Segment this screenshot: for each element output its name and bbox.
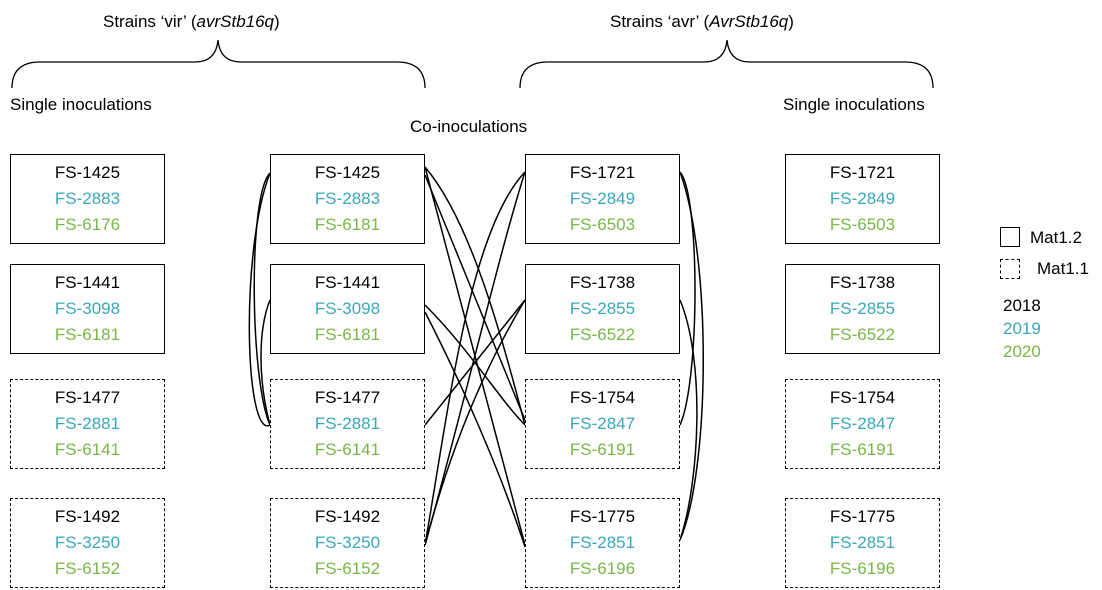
strain-2020: FS-6196 — [569, 559, 636, 578]
strain-2019: FS-2849 — [569, 189, 636, 208]
strain-box-vir-single-2: FS-1441 FS-3098 FS-6181 — [10, 264, 165, 354]
legend-year-2020: 2020 — [1003, 342, 1041, 361]
strain-box-vir-co-4: FS-1492 FS-3250 FS-6152 — [270, 498, 425, 588]
link-1721-1754 — [679, 171, 696, 426]
link-1721-1775 — [679, 171, 704, 541]
strain-box-avr-single-3: FS-1754 FS-2847 FS-6191 — [785, 379, 940, 469]
strain-2020: FS-6141 — [314, 440, 381, 459]
legend-mat12-label: Mat1.2 — [1030, 228, 1082, 247]
strain-2020: FS-6152 — [54, 559, 121, 578]
link-1738-1775 — [679, 299, 698, 541]
avr-brace — [519, 39, 934, 89]
avr-header-gene: AvrStb16q — [709, 12, 789, 31]
strain-2018: FS-1721 — [569, 163, 636, 182]
strain-2019: FS-2851 — [829, 533, 896, 552]
strain-2019: FS-2847 — [569, 414, 636, 433]
strain-box-avr-single-4: FS-1775 FS-2851 FS-6196 — [785, 498, 940, 588]
strain-box-vir-co-2: FS-1441 FS-3098 FS-6181 — [270, 264, 425, 354]
strain-box-avr-co-4: FS-1775 FS-2851 FS-6196 — [525, 498, 680, 588]
strain-2020: FS-6522 — [569, 325, 636, 344]
vir-header-suffix: ) — [274, 12, 280, 31]
strain-2018: FS-1492 — [54, 507, 121, 526]
strain-2020: FS-6141 — [54, 440, 121, 459]
co-inoculations-label: Co-inoculations — [410, 117, 528, 136]
vir-brace — [11, 39, 426, 89]
single-inoculations-left-label: Single inoculations — [10, 95, 152, 114]
strain-2018: FS-1492 — [314, 507, 381, 526]
strain-box-avr-co-2: FS-1738 FS-2855 FS-6522 — [525, 264, 680, 354]
strain-2018: FS-1738 — [829, 273, 896, 292]
strain-2020: FS-6181 — [314, 325, 381, 344]
legend-year-2019: 2019 — [1003, 319, 1041, 338]
link-1425-1477 — [253, 172, 271, 426]
link-1441-1477 — [260, 299, 271, 426]
strain-2019: FS-2849 — [829, 189, 896, 208]
strain-box-vir-single-4: FS-1492 FS-3250 FS-6152 — [10, 498, 165, 588]
link-v1477-a1738 — [424, 299, 526, 426]
strain-box-vir-single-3: FS-1477 FS-2881 FS-6141 — [10, 379, 165, 469]
strain-box-vir-single-1: FS-1425 FS-2883 FS-6176 — [10, 154, 165, 244]
strain-2018: FS-1754 — [829, 388, 896, 407]
strain-2018: FS-1477 — [54, 388, 121, 407]
link-v1492-a1738 — [424, 299, 526, 546]
avr-header-suffix: ) — [788, 12, 794, 31]
strain-2019: FS-3250 — [314, 533, 381, 552]
legend-mat11-label: Mat1.1 — [1037, 259, 1089, 278]
strain-2019: FS-2881 — [314, 414, 381, 433]
link-v1425-a1754b — [424, 174, 526, 421]
vir-strains-header: Strains ‘vir’ (avrStb16q) — [103, 12, 280, 32]
strain-2018: FS-1775 — [569, 507, 636, 526]
strain-2019: FS-2855 — [569, 299, 636, 318]
strain-2018: FS-1425 — [314, 163, 381, 182]
strain-2019: FS-2883 — [54, 189, 121, 208]
strain-2020: FS-6191 — [829, 440, 896, 459]
strain-2020: FS-6196 — [829, 559, 896, 578]
strain-2019: FS-3098 — [314, 299, 381, 318]
legend-solid-square — [1000, 227, 1020, 247]
strain-2020: FS-6522 — [829, 325, 896, 344]
strain-box-vir-co-3: FS-1477 FS-2881 FS-6141 — [270, 379, 425, 469]
link-v1492-a1721b — [424, 171, 526, 546]
link-v1441-a1775 — [424, 311, 526, 548]
link-1425-1492 — [248, 172, 271, 427]
strain-2019: FS-2883 — [314, 189, 381, 208]
avr-header-prefix: Strains ‘avr’ ( — [610, 12, 710, 31]
strain-2019: FS-3250 — [54, 533, 121, 552]
strain-box-avr-single-2: FS-1738 FS-2855 FS-6522 — [785, 264, 940, 354]
vir-header-prefix: Strains ‘vir’ ( — [103, 12, 197, 31]
strain-2019: FS-3098 — [54, 299, 121, 318]
strain-2018: FS-1775 — [829, 507, 896, 526]
strain-2019: FS-2851 — [569, 533, 636, 552]
strain-box-avr-co-1: FS-1721 FS-2849 FS-6503 — [525, 154, 680, 244]
legend-year-2018: 2018 — [1003, 296, 1041, 315]
vir-header-gene: avrStb16q — [196, 12, 275, 31]
strain-box-avr-co-3: FS-1754 FS-2847 FS-6191 — [525, 379, 680, 469]
strain-2018: FS-1425 — [54, 163, 121, 182]
link-v1441-a1754 — [424, 304, 526, 426]
strain-2018: FS-1738 — [569, 273, 636, 292]
strain-2020: FS-6503 — [569, 215, 636, 234]
strain-2018: FS-1441 — [54, 273, 121, 292]
strain-2019: FS-2881 — [54, 414, 121, 433]
strain-2018: FS-1721 — [829, 163, 896, 182]
single-inoculations-right-label: Single inoculations — [783, 95, 925, 114]
strain-2020: FS-6191 — [569, 440, 636, 459]
strain-2020: FS-6181 — [314, 215, 381, 234]
strain-2019: FS-2855 — [829, 299, 896, 318]
avr-strains-header: Strains ‘avr’ (AvrStb16q) — [610, 12, 794, 32]
strain-box-avr-single-1: FS-1721 FS-2849 FS-6503 — [785, 154, 940, 244]
strain-2020: FS-6152 — [314, 559, 381, 578]
strain-2018: FS-1477 — [314, 388, 381, 407]
strain-2020: FS-6176 — [54, 215, 121, 234]
strain-2018: FS-1754 — [569, 388, 636, 407]
strain-2019: FS-2847 — [829, 414, 896, 433]
strain-2020: FS-6503 — [829, 215, 896, 234]
strain-2020: FS-6181 — [54, 325, 121, 344]
link-v1425-a1754 — [424, 166, 526, 426]
strain-box-vir-co-1: FS-1425 FS-2883 FS-6181 — [270, 154, 425, 244]
strain-2018: FS-1441 — [314, 273, 381, 292]
legend-dashed-square — [1000, 259, 1020, 279]
